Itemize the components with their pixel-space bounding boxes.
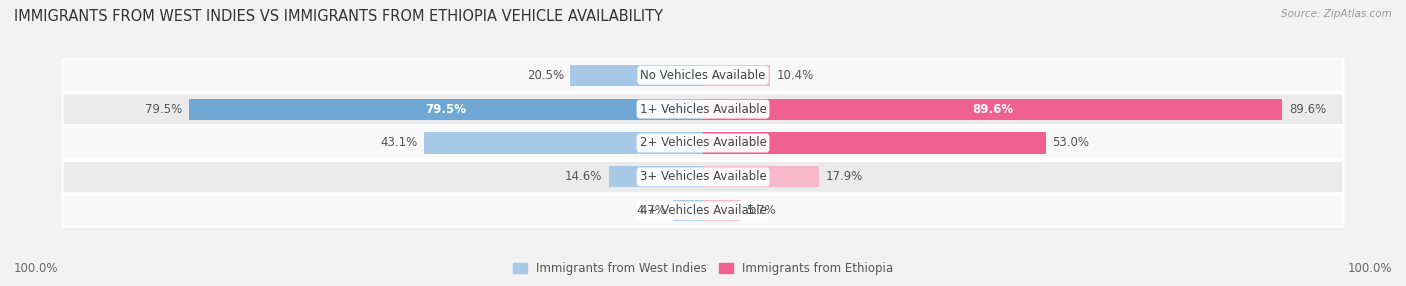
- Bar: [571, 65, 703, 86]
- Text: 4+ Vehicles Available: 4+ Vehicles Available: [640, 204, 766, 217]
- Legend: Immigrants from West Indies, Immigrants from Ethiopia: Immigrants from West Indies, Immigrants …: [508, 257, 898, 280]
- Bar: [703, 132, 1046, 154]
- Text: 10.4%: 10.4%: [776, 69, 814, 82]
- FancyBboxPatch shape: [63, 195, 1343, 227]
- Text: Source: ZipAtlas.com: Source: ZipAtlas.com: [1281, 9, 1392, 19]
- Text: No Vehicles Available: No Vehicles Available: [640, 69, 766, 82]
- FancyBboxPatch shape: [63, 59, 1343, 91]
- Text: 89.6%: 89.6%: [1289, 103, 1326, 116]
- Text: 53.0%: 53.0%: [1052, 136, 1090, 150]
- Text: 1+ Vehicles Available: 1+ Vehicles Available: [640, 103, 766, 116]
- Bar: [703, 99, 1282, 120]
- Bar: [425, 132, 703, 154]
- Text: 14.6%: 14.6%: [565, 170, 602, 183]
- Text: 2+ Vehicles Available: 2+ Vehicles Available: [640, 136, 766, 150]
- Text: 3+ Vehicles Available: 3+ Vehicles Available: [640, 170, 766, 183]
- Text: 79.5%: 79.5%: [145, 103, 183, 116]
- FancyBboxPatch shape: [63, 161, 1343, 193]
- Text: 5.7%: 5.7%: [747, 204, 776, 217]
- FancyBboxPatch shape: [63, 93, 1343, 125]
- Bar: [703, 166, 818, 187]
- Text: 20.5%: 20.5%: [527, 69, 564, 82]
- Text: 100.0%: 100.0%: [1347, 262, 1392, 275]
- Bar: [703, 65, 770, 86]
- Text: 43.1%: 43.1%: [381, 136, 418, 150]
- Text: 17.9%: 17.9%: [825, 170, 863, 183]
- Bar: [703, 200, 740, 221]
- Bar: [609, 166, 703, 187]
- Text: 79.5%: 79.5%: [426, 103, 467, 116]
- Text: 4.7%: 4.7%: [637, 204, 666, 217]
- Text: 89.6%: 89.6%: [972, 103, 1014, 116]
- FancyBboxPatch shape: [63, 127, 1343, 159]
- Bar: [672, 200, 703, 221]
- Bar: [188, 99, 703, 120]
- Text: IMMIGRANTS FROM WEST INDIES VS IMMIGRANTS FROM ETHIOPIA VEHICLE AVAILABILITY: IMMIGRANTS FROM WEST INDIES VS IMMIGRANT…: [14, 9, 664, 23]
- Text: 100.0%: 100.0%: [14, 262, 59, 275]
